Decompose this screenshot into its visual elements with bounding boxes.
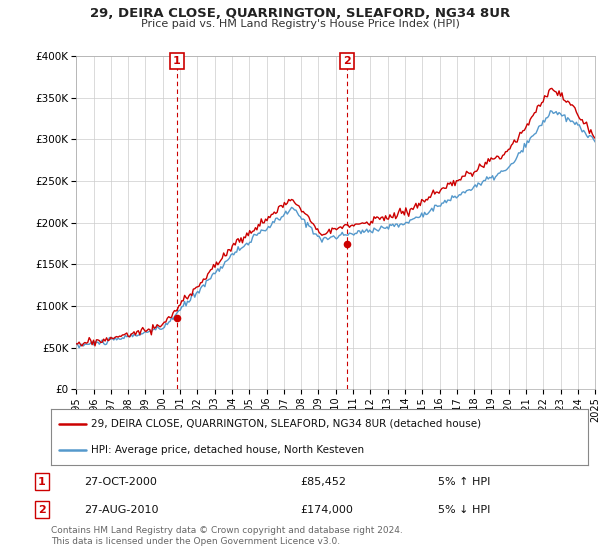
- Text: 27-OCT-2000: 27-OCT-2000: [84, 477, 157, 487]
- Text: Contains HM Land Registry data © Crown copyright and database right 2024.
This d: Contains HM Land Registry data © Crown c…: [51, 526, 403, 546]
- Text: £85,452: £85,452: [300, 477, 346, 487]
- Text: 27-AUG-2010: 27-AUG-2010: [84, 505, 158, 515]
- Text: 2: 2: [38, 505, 46, 515]
- Text: 5% ↓ HPI: 5% ↓ HPI: [438, 505, 490, 515]
- Text: 2: 2: [343, 56, 351, 66]
- Text: Price paid vs. HM Land Registry's House Price Index (HPI): Price paid vs. HM Land Registry's House …: [140, 19, 460, 29]
- Text: 29, DEIRA CLOSE, QUARRINGTON, SLEAFORD, NG34 8UR (detached house): 29, DEIRA CLOSE, QUARRINGTON, SLEAFORD, …: [91, 419, 481, 429]
- Text: HPI: Average price, detached house, North Kesteven: HPI: Average price, detached house, Nort…: [91, 445, 364, 455]
- Text: 1: 1: [38, 477, 46, 487]
- Text: £174,000: £174,000: [300, 505, 353, 515]
- Text: 1: 1: [173, 56, 181, 66]
- Text: 29, DEIRA CLOSE, QUARRINGTON, SLEAFORD, NG34 8UR: 29, DEIRA CLOSE, QUARRINGTON, SLEAFORD, …: [90, 7, 510, 20]
- Text: 5% ↑ HPI: 5% ↑ HPI: [438, 477, 490, 487]
